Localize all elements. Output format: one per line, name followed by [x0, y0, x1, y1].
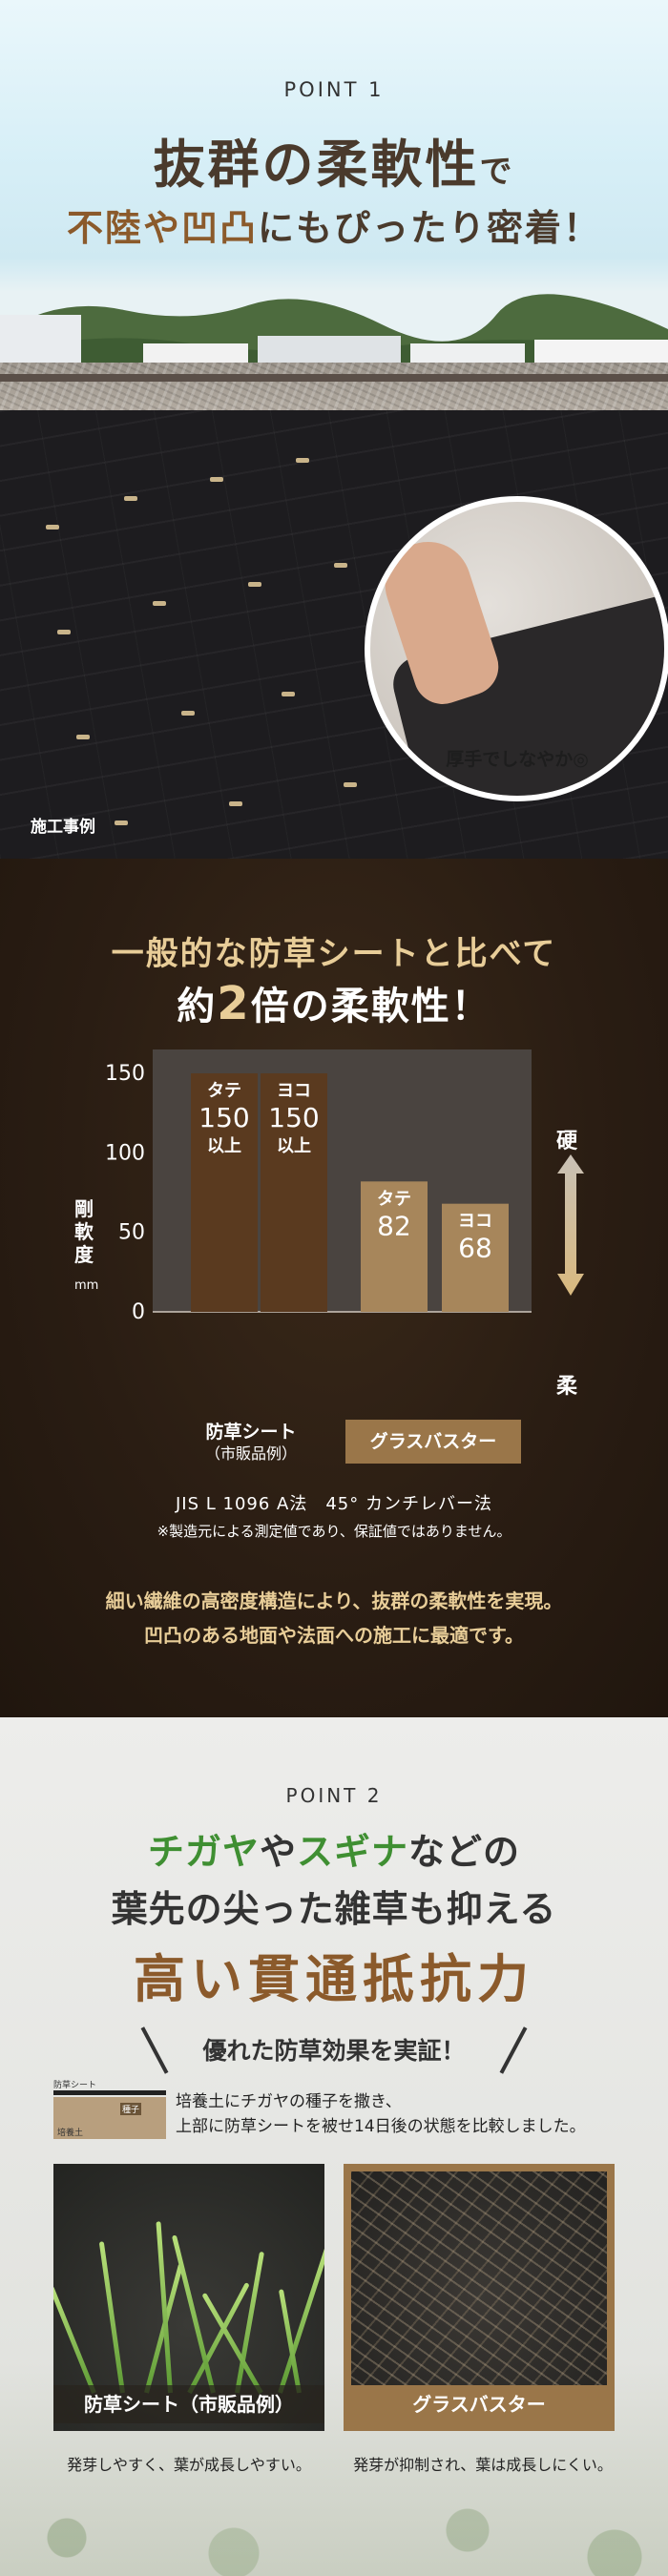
- disclaimer-note: ※製造元による測定値であり、保証値ではありません。: [157, 1523, 511, 1540]
- point1-label: POINT 1: [283, 78, 385, 101]
- hard-label: 硬: [556, 1130, 578, 1153]
- bar-value-label: 68: [458, 1233, 492, 1264]
- comparison-title-line2: 約2倍の柔軟性！: [0, 975, 668, 1030]
- test-description: 培養土にチガヤの種子を撒き、 上部に防草シートを被せ14日後の状態を比較しました…: [176, 2092, 586, 2137]
- comparison-body-text: 細い繊維の高密度構造により、抜群の柔軟性を実現。 凹凸のある地面や法面への施工に…: [105, 1589, 563, 1647]
- closeup-caption: 厚手でしなやか◎: [446, 749, 589, 770]
- bar-series-label: ヨコ: [458, 1212, 492, 1232]
- flexibility-comparison-section: 一般的な防草シートと比べて 約2倍の柔軟性！ 0 50 100 150 タテ 150 以上ヨ…: [0, 859, 668, 1717]
- photo-left-caption: 防草シート（市販品例）: [53, 2385, 324, 2423]
- proof-heading: 優れた防草効果を実証！: [202, 2037, 466, 2065]
- bar-series-label: ヨコ: [277, 1081, 311, 1101]
- result-right-text: 発芽が抑制され、葉は成長しにくい。: [353, 2456, 613, 2474]
- bar-value-label: 150: [198, 1102, 249, 1133]
- bar-grassbuster-tate: [361, 1181, 428, 1312]
- title-suffix: 倍の柔軟性！: [250, 985, 491, 1028]
- bar-value-sublabel: 以上: [207, 1136, 241, 1156]
- subhead-rest: にもぴったり密着！: [258, 207, 602, 249]
- headline-main: 抜群の柔軟性: [153, 134, 480, 195]
- weed-background-decoration: [0, 2500, 668, 2576]
- point2-section: POINT 2 チガヤやスギナなどの 葉先の尖った雑草も抑える 高い貫通抵抗力 …: [0, 1717, 668, 2576]
- bar-value-label: 82: [377, 1210, 411, 1241]
- y-tick-label: 150: [105, 1062, 145, 1086]
- bar-commercial-yoko: [261, 1073, 327, 1312]
- bar-series-label: タテ: [207, 1081, 241, 1101]
- test-method: JIS L 1096 A法 45° カンチレバー法: [176, 1494, 492, 1514]
- comparison-title-line1: 一般的な防草シートと比べて: [111, 935, 557, 973]
- bar-grassbuster-yoko: [442, 1203, 509, 1312]
- photo-right-caption: グラスバスター: [351, 2385, 607, 2423]
- point2-line2: 葉先の尖った雑草も抑える: [111, 1888, 557, 1930]
- photo-caption: 施工事例: [31, 818, 95, 837]
- soft-label: 柔: [556, 1375, 578, 1399]
- bar-commercial-tate: [191, 1073, 258, 1312]
- bar-series-label: タテ: [377, 1189, 411, 1209]
- hardness-arrow: [557, 1154, 584, 1296]
- y-axis-unit: mm: [74, 1278, 99, 1293]
- category-grassbuster: グラスバスター: [345, 1420, 521, 1464]
- headline-suffix: で: [479, 153, 515, 191]
- title-number: 2: [217, 977, 251, 1030]
- bar-value-sublabel: 以上: [277, 1136, 311, 1156]
- grassbuster-result-photo: グラスバスター: [344, 2164, 615, 2431]
- point1-subhead: 不陸や凹凸にもぴったり密着！: [0, 198, 668, 251]
- point1-headline: 抜群の柔軟性で: [0, 122, 668, 197]
- result-left-text: 発芽しやすく、葉が成長しやすい。: [67, 2456, 311, 2474]
- category-commercial: 防草シート （市販品例）: [204, 1422, 297, 1463]
- point2-label: POINT 2: [285, 1784, 383, 1807]
- rail-track: [0, 374, 668, 382]
- bar-value-label: 150: [268, 1102, 319, 1133]
- sheet-closeup-image: 厚手でしなやか◎: [365, 496, 668, 801]
- commercial-sheet-result-photo: 防草シート（市販品例）: [53, 2164, 324, 2431]
- y-axis-label: 剛軟度: [74, 1197, 94, 1266]
- subhead-accent: 不陸や凹凸: [66, 207, 258, 249]
- point2-line1: チガヤやスギナなどの: [147, 1831, 521, 1873]
- y-tick-label: 50: [118, 1221, 145, 1245]
- test-setup-diagram: 防草シート 種子 培養土: [53, 2078, 166, 2143]
- y-tick-label: 100: [105, 1141, 145, 1165]
- y-tick-label: 0: [132, 1300, 145, 1324]
- title-prefix: 約: [177, 985, 218, 1028]
- point2-headline: 高い貫通抵抗力: [134, 1948, 534, 2009]
- point1-section: POINT 1 抜群の柔軟性で 不陸や凹凸にもぴったり密着！ 厚: [0, 0, 668, 859]
